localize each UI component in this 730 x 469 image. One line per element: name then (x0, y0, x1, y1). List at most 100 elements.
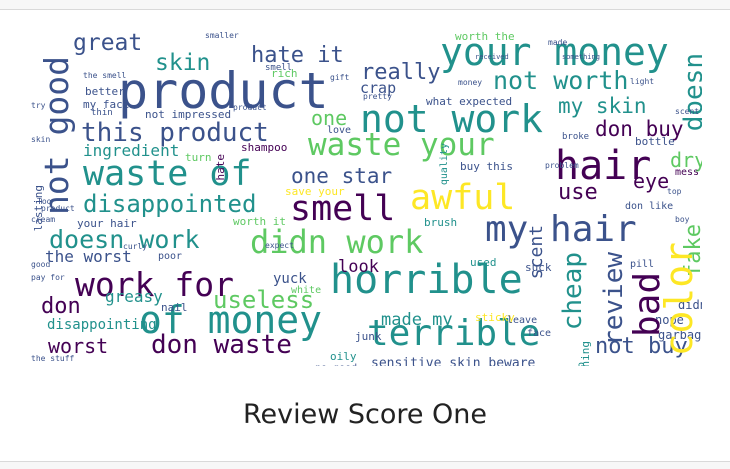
cloud-word: used (470, 256, 497, 269)
cloud-word: this product (81, 118, 269, 148)
cloud-word: don waste (151, 330, 292, 360)
cloud-word: don buy (595, 117, 684, 141)
cloud-word: waste of (83, 154, 252, 194)
cloud-word: money (458, 78, 483, 87)
cloud-word: made my (381, 310, 453, 330)
cloud-word: not work (360, 97, 544, 141)
cloud-word: nail (161, 301, 188, 314)
cloud-word: received (475, 53, 509, 61)
cloud-word: of money (139, 298, 323, 342)
cloud-word: cheap (558, 252, 588, 331)
cloud-word: my skin (558, 94, 647, 118)
cloud-word: scent (675, 107, 700, 116)
cloud-word: pretty (363, 92, 392, 101)
cloud-word: broke (562, 132, 590, 142)
cloud-word: look (338, 257, 379, 277)
cloud-word: love (327, 125, 352, 136)
cloud-word: worst (48, 334, 109, 358)
cloud-word: to (576, 362, 587, 366)
cloud-word: quality (439, 143, 450, 186)
cloud-word: skin (31, 135, 51, 144)
cloud-word: the worst (45, 247, 132, 266)
cloud-word: smaller (205, 31, 239, 40)
cloud-word: don (41, 294, 81, 319)
cloud-word: rich (271, 67, 298, 80)
cloud-word: useless (213, 286, 315, 314)
cloud-word: what expected (426, 95, 513, 108)
cloud-word: doesn work (49, 225, 200, 254)
top-divider (0, 0, 730, 10)
cloud-word: my face (83, 98, 130, 111)
cloud-word: sticky (475, 311, 515, 324)
cloud-word: save your (285, 185, 345, 198)
cloud-word: garbage (658, 328, 702, 342)
cloud-word: didn work (250, 223, 424, 261)
cloud-word: good (31, 260, 51, 269)
cloud-word: expect (265, 241, 294, 250)
cloud-word: cream (31, 215, 56, 224)
cloud-word: really (361, 60, 441, 85)
cloud-word: smell (265, 63, 293, 73)
cloud-word: your hair (77, 217, 137, 230)
cloud-word: product (233, 103, 267, 112)
cloud-word: disappointing (47, 317, 157, 333)
cloud-word: pay for (31, 273, 65, 282)
cloud-word: face (527, 328, 552, 339)
cloud-word: horrible (330, 257, 523, 303)
cloud-word: suck (525, 261, 552, 274)
cloud-word: eye (633, 169, 670, 193)
bottom-divider (0, 461, 730, 469)
cloud-word: one star (291, 164, 393, 188)
cloud-word: product (41, 204, 75, 213)
cloud-word: review (599, 252, 629, 346)
cloud-word: waste your (308, 127, 495, 163)
cloud-word: gift (330, 73, 350, 82)
cloud-word: nope (655, 313, 684, 327)
cloud-word: made (548, 38, 568, 47)
cloud-word: thin (91, 108, 113, 118)
cloud-word: leave (507, 315, 538, 326)
cloud-word: shampoo (241, 141, 288, 154)
cloud-word: one (311, 106, 348, 130)
cloud-word: something (562, 53, 600, 61)
cloud-word: disappointed (83, 190, 257, 218)
cloud-word: hate (214, 154, 227, 181)
cloud-word: smell (290, 189, 396, 229)
cloud-word: the stuff (31, 354, 75, 363)
cloud-word: junk (355, 330, 382, 343)
cloud-word: doesn (679, 53, 702, 132)
cloud-word: sensitive skin beware (371, 356, 536, 366)
cloud-word: boy (675, 215, 690, 224)
cloud-word: greasy (105, 287, 163, 306)
cloud-word: curly (123, 242, 148, 251)
cloud-word: poor (158, 251, 183, 262)
cloud-word: worth the (455, 30, 515, 43)
cloud-word: turn (185, 151, 212, 164)
cloud-word: great (73, 30, 143, 56)
cloud-word: problem (545, 161, 579, 170)
cloud-word: bad (627, 272, 668, 338)
cloud-word: use (558, 180, 598, 205)
cloud-word: dry (670, 148, 702, 172)
figure-caption: Review Score One (242, 399, 488, 430)
cloud-word: terrible (367, 313, 541, 354)
cloud-word: hate it (251, 43, 344, 68)
cloud-word: better (85, 85, 125, 98)
cloud-word: product (118, 62, 329, 120)
cloud-word: work for (75, 265, 234, 304)
cloud-word: bottle (635, 135, 675, 148)
cloud-word: buy this (460, 160, 513, 173)
cloud-word: worth it (233, 215, 286, 228)
cloud-word: mess (675, 167, 700, 178)
cloud-word: your money (440, 30, 669, 74)
cloud-word: ingredient (83, 141, 180, 160)
cloud-word: pill (630, 259, 655, 270)
cloud-word: yuck (273, 271, 307, 287)
cloud-word: skin (155, 50, 211, 76)
cloud-word: my hair (485, 209, 637, 250)
word-cloud: product your money not work waste of waste y… (15, 16, 702, 366)
cloud-word: crap (360, 79, 397, 97)
cloud-word: didn (678, 298, 702, 312)
cloud-word: awful (410, 178, 516, 218)
cloud-word: try (31, 101, 46, 110)
